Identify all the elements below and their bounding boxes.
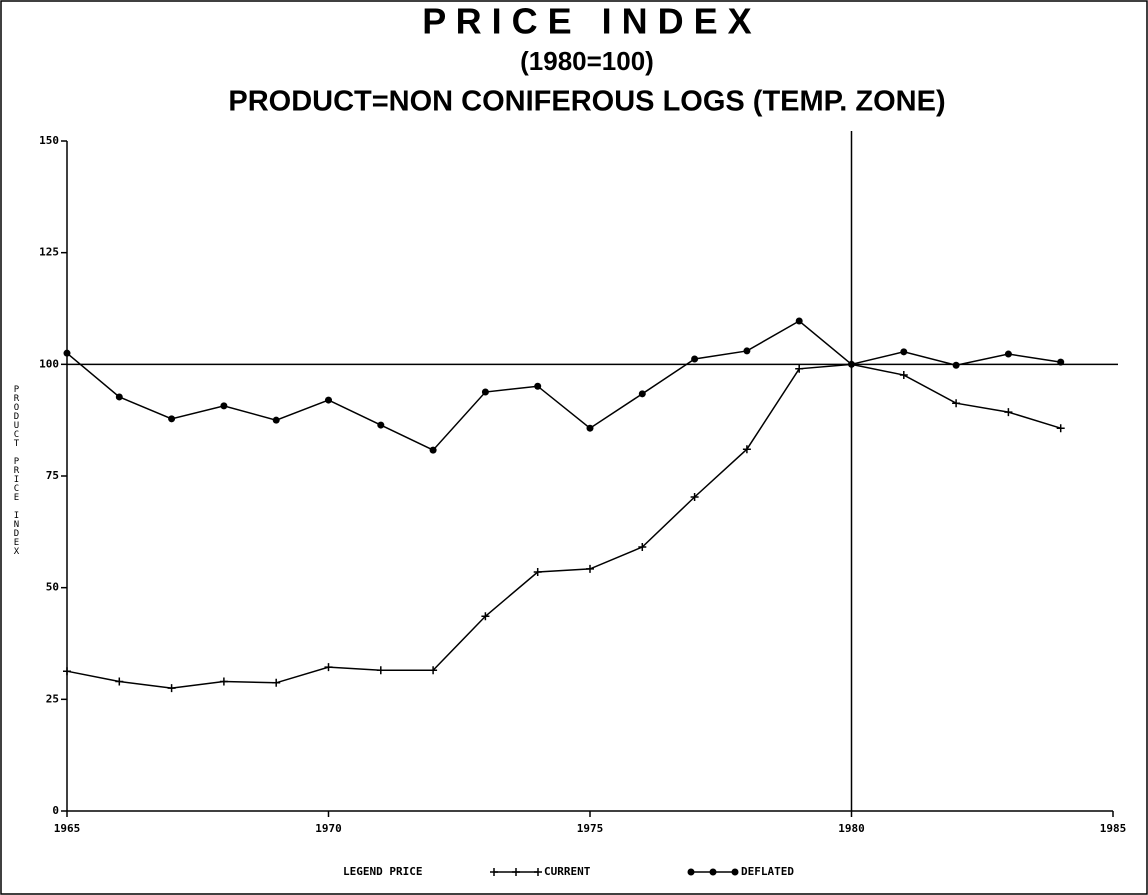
point xyxy=(638,543,647,552)
point xyxy=(534,382,542,390)
y-tick-label: 125 xyxy=(39,246,59,259)
chart-subtitle: (1980=100) xyxy=(520,46,654,76)
point xyxy=(795,317,803,325)
x-tick-label: 1975 xyxy=(577,822,604,835)
point xyxy=(690,492,699,501)
point xyxy=(324,663,333,672)
x-tick-label: 1980 xyxy=(838,822,865,835)
point xyxy=(586,564,594,573)
point xyxy=(1004,408,1013,417)
point xyxy=(219,677,228,686)
legend-marker xyxy=(490,868,498,876)
point xyxy=(377,421,385,429)
series-line xyxy=(66,363,1061,689)
legend-label: CURRENT xyxy=(544,865,591,878)
legend-title: LEGEND PRICE xyxy=(343,865,422,878)
point xyxy=(900,348,908,356)
point xyxy=(1057,358,1065,366)
y-tick-label: 50 xyxy=(46,581,59,594)
point xyxy=(168,415,176,423)
y-tick-label: 0 xyxy=(52,804,59,817)
y-axis-label: PRODUCT PRICE INDEX xyxy=(12,385,22,556)
point xyxy=(1056,424,1065,433)
point xyxy=(481,388,489,396)
point xyxy=(376,666,385,675)
x-tick-label: 1985 xyxy=(1100,822,1127,835)
legend-label: DEFLATED xyxy=(741,865,794,878)
legend-marker xyxy=(709,868,717,876)
point xyxy=(63,349,71,357)
y-tick-label: 100 xyxy=(39,357,59,370)
point xyxy=(325,396,332,404)
point xyxy=(1004,350,1012,358)
point xyxy=(952,361,960,369)
point xyxy=(272,416,280,424)
chart-subtitle: PRODUCT=NON CONIFEROUS LOGS (TEMP. ZONE) xyxy=(228,86,945,118)
chart-title: P R I C E I N D E X xyxy=(422,1,751,42)
x-tick-label: 1965 xyxy=(54,822,81,835)
point xyxy=(795,364,804,373)
point xyxy=(638,390,646,398)
point xyxy=(481,612,490,621)
point xyxy=(952,399,961,408)
legend-marker xyxy=(534,868,542,876)
y-tick-label: 75 xyxy=(46,469,59,482)
point xyxy=(220,402,228,410)
point xyxy=(272,678,281,687)
point xyxy=(533,568,542,577)
point xyxy=(742,445,751,454)
point xyxy=(691,355,699,363)
legend-marker xyxy=(512,868,520,876)
y-tick-label: 150 xyxy=(39,134,59,147)
point xyxy=(848,360,855,368)
point xyxy=(167,684,176,693)
point xyxy=(429,666,438,675)
point xyxy=(586,424,594,432)
x-tick-label: 1970 xyxy=(315,822,342,835)
point xyxy=(115,677,124,686)
point xyxy=(743,347,751,355)
point xyxy=(115,393,123,401)
point xyxy=(899,371,908,380)
legend-marker xyxy=(731,868,739,876)
series-line xyxy=(66,320,1061,452)
point xyxy=(429,446,437,454)
y-tick-label: 25 xyxy=(46,692,59,705)
point xyxy=(63,667,71,676)
legend-marker xyxy=(687,868,695,876)
